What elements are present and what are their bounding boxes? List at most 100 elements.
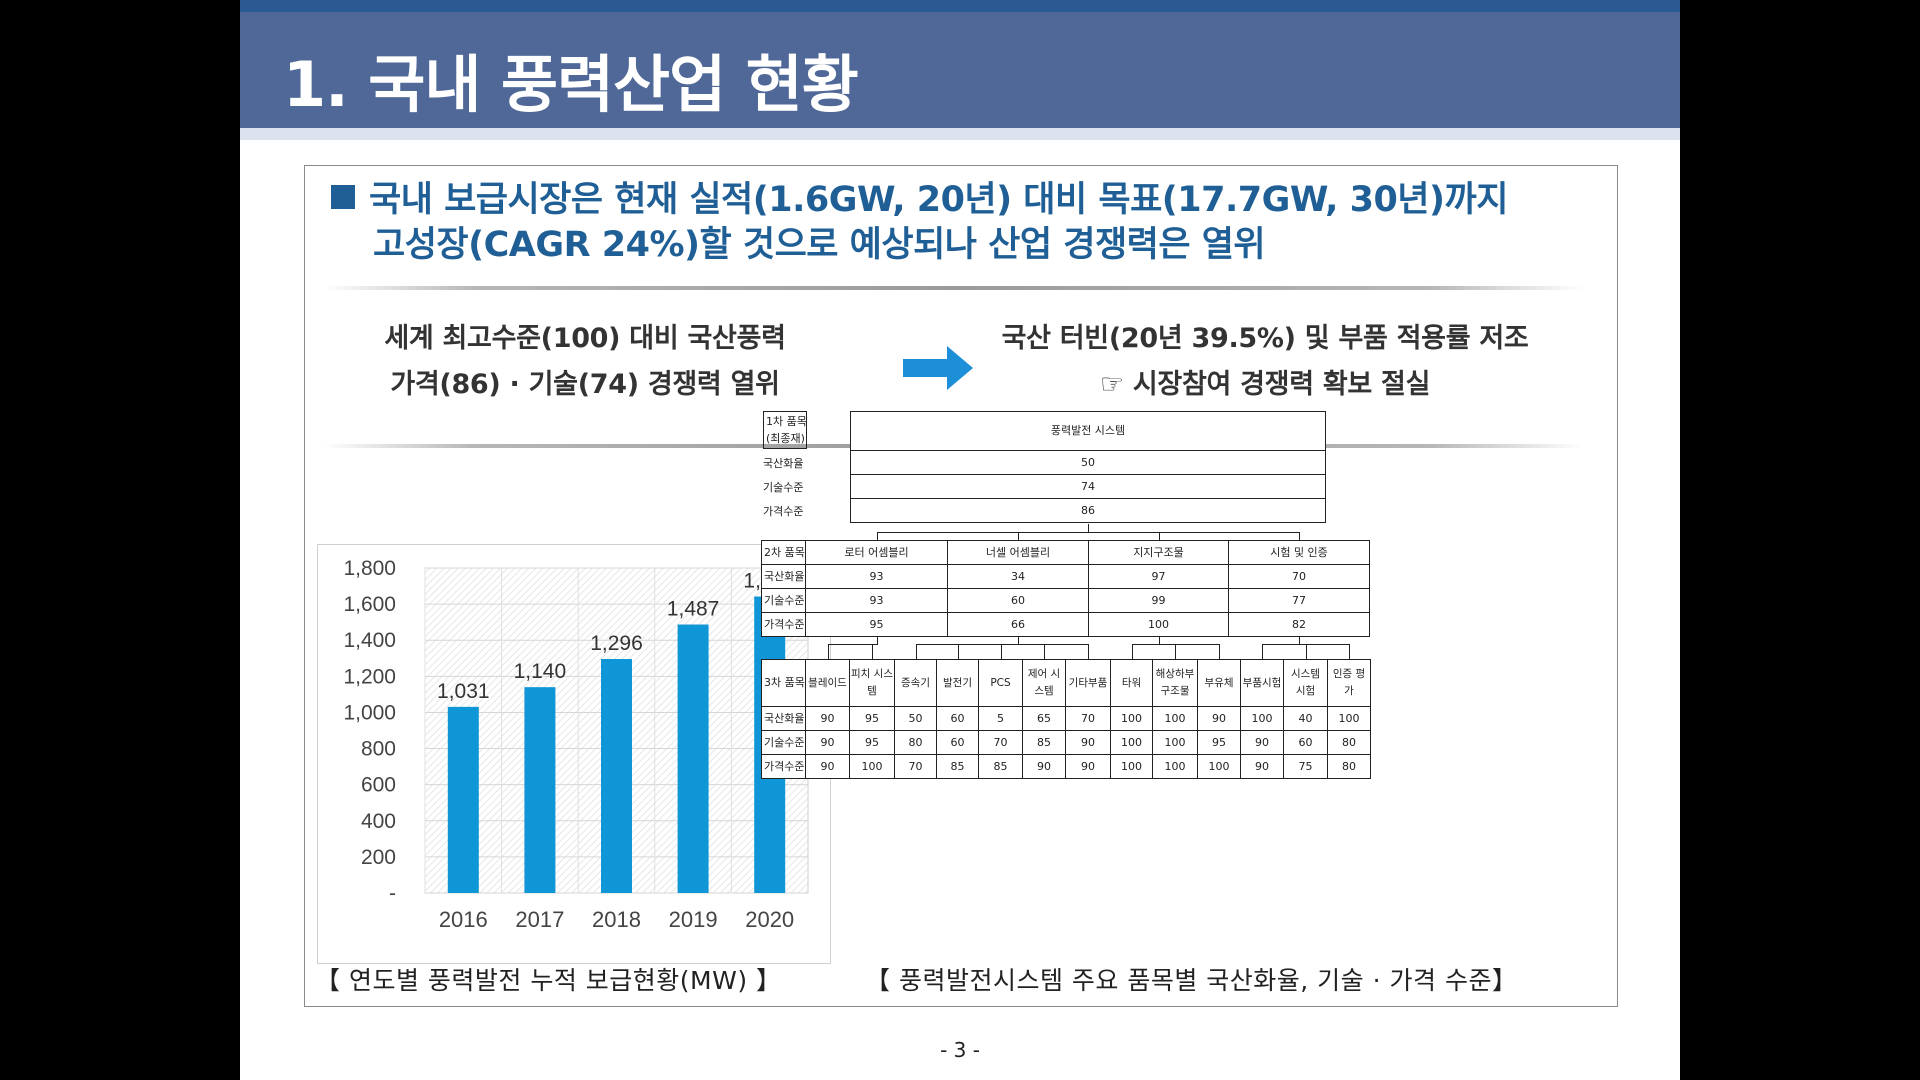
connector-line bbox=[1000, 644, 1002, 659]
connector-line bbox=[1131, 644, 1133, 659]
connector-line bbox=[1305, 644, 1307, 659]
level2-value: 95 bbox=[805, 612, 948, 637]
connector-line bbox=[1018, 532, 1019, 540]
level2-value: 34 bbox=[947, 564, 1089, 589]
level3-item-name: 시스템 시험 bbox=[1283, 659, 1328, 707]
level3-value: 70 bbox=[978, 730, 1023, 755]
level2-value: 100 bbox=[1088, 612, 1229, 637]
level1-value: 50 bbox=[850, 450, 1326, 475]
level3-item-name: 부품시험 bbox=[1240, 659, 1284, 707]
connector-line bbox=[915, 644, 917, 659]
data-label: 1,487 bbox=[667, 598, 720, 621]
level3-value: 90 bbox=[805, 754, 850, 779]
row-label: 기술수준 bbox=[763, 481, 804, 494]
table-caption: 【 풍력발전시스템 주요 품목별 국산화율, 기술 · 가격 수준】 bbox=[865, 966, 1518, 995]
connector-line bbox=[1088, 524, 1089, 532]
level3-value: 100 bbox=[1240, 706, 1284, 731]
level3-value: 75 bbox=[1283, 754, 1328, 779]
row-label: 가격수준 bbox=[761, 612, 806, 637]
level2-value: 82 bbox=[1228, 612, 1370, 637]
level3-value: 80 bbox=[1327, 730, 1371, 755]
square-bullet-icon bbox=[331, 185, 355, 209]
level3-item-name: 피치 시스템 bbox=[849, 659, 895, 707]
level3-value: 100 bbox=[1110, 730, 1153, 755]
level2-item-name: 지지구조물 bbox=[1088, 540, 1229, 565]
connector-line bbox=[957, 644, 959, 659]
level2-item-name: 시험 및 인증 bbox=[1228, 540, 1370, 565]
level3-item-name: 블레이드 bbox=[805, 659, 850, 707]
level3-value: 100 bbox=[1197, 754, 1241, 779]
connector-line bbox=[1044, 644, 1045, 659]
bar bbox=[677, 624, 709, 893]
right-arrow-icon bbox=[903, 346, 973, 390]
headline-line-1: 국내 보급시장은 현재 실적(1.6GW, 20년) 대비 목표(17.7GW,… bbox=[369, 180, 1508, 220]
level3-item-name: 타워 bbox=[1110, 659, 1153, 707]
title-underline bbox=[240, 128, 1680, 140]
level2-value: 99 bbox=[1088, 588, 1229, 613]
y-tick-label: 1,400 bbox=[343, 629, 396, 652]
level3-item-name: 해상하부 구조물 bbox=[1152, 659, 1198, 707]
y-tick-label: 1,000 bbox=[343, 701, 396, 724]
connector-line bbox=[915, 644, 1089, 645]
row-label: 가격수준 bbox=[761, 754, 806, 779]
right-summary-line-1: 국산 터빈(20년 39.5%) 및 부품 적용률 저조 bbox=[1001, 323, 1529, 354]
data-label: 1,031 bbox=[437, 680, 490, 703]
top-accent-bar bbox=[240, 0, 1680, 12]
level2-value: 66 bbox=[947, 612, 1089, 637]
x-tick-label: 2016 bbox=[439, 907, 488, 932]
level3-item-name: PCS bbox=[978, 659, 1023, 707]
level3-item-name: 증속기 bbox=[894, 659, 937, 707]
level3-label: 3차 품목 bbox=[761, 659, 806, 707]
connector-line bbox=[1299, 636, 1300, 644]
level1-value: 74 bbox=[850, 474, 1326, 499]
connector-line bbox=[876, 532, 878, 540]
y-tick-label: 800 bbox=[361, 738, 396, 761]
level3-value: 70 bbox=[1065, 706, 1111, 731]
level3-value: 90 bbox=[1065, 754, 1111, 779]
level3-value: 40 bbox=[1283, 706, 1328, 731]
row-label: 국산화율 bbox=[763, 457, 804, 470]
left-summary-line-1: 세계 최고수준(100) 대비 국산풍력 bbox=[384, 323, 786, 354]
content-box: 국내 보급시장은 현재 실적(1.6GW, 20년) 대비 목표(17.7GW,… bbox=[304, 165, 1618, 1007]
level3-value: 5 bbox=[978, 706, 1023, 731]
page-number: - 3 - bbox=[940, 1038, 980, 1062]
level3-value: 90 bbox=[1240, 730, 1284, 755]
headline: 국내 보급시장은 현재 실적(1.6GW, 20년) 대비 목표(17.7GW,… bbox=[331, 178, 1601, 268]
level3-value: 100 bbox=[1152, 730, 1198, 755]
right-summary: 국산 터빈(20년 39.5%) 및 부품 적용률 저조 ☞ 시장참여 경쟁력 … bbox=[945, 316, 1585, 408]
connector-line bbox=[827, 644, 878, 645]
y-tick-label: 200 bbox=[361, 846, 396, 869]
connector-line bbox=[1349, 644, 1350, 659]
x-tick-label: 2018 bbox=[592, 907, 641, 932]
level2-item-name: 로터 어셈블리 bbox=[805, 540, 948, 565]
divider-top bbox=[323, 286, 1583, 290]
level3-value: 90 bbox=[1022, 754, 1066, 779]
connector-line bbox=[1088, 644, 1089, 659]
level3-item-name: 기타부품 bbox=[1065, 659, 1111, 707]
bar bbox=[601, 659, 632, 893]
title-bar: 1. 국내 풍력산업 현황 bbox=[240, 12, 1680, 128]
level1-label-line-1: 1차 품목 bbox=[766, 415, 807, 428]
connector-line bbox=[827, 644, 829, 659]
level3-value: 60 bbox=[936, 730, 979, 755]
level3-value: 100 bbox=[1110, 754, 1153, 779]
level3-value: 90 bbox=[1197, 706, 1241, 731]
y-tick-label: 1,200 bbox=[343, 665, 396, 688]
level3-value: 70 bbox=[894, 754, 937, 779]
level3-value: 100 bbox=[1110, 706, 1153, 731]
level1-value: 86 bbox=[850, 498, 1326, 523]
level1-label-line-2: (최종재) bbox=[766, 432, 805, 445]
level2-item-name: 너셀 어셈블리 bbox=[947, 540, 1089, 565]
level1-item-name: 풍력발전 시스템 bbox=[850, 411, 1326, 451]
level3-value: 90 bbox=[805, 706, 850, 731]
row-label: 국산화율 bbox=[761, 706, 806, 731]
level3-item-name: 부유체 bbox=[1197, 659, 1241, 707]
connector-line bbox=[872, 644, 873, 659]
y-tick-label: 400 bbox=[361, 810, 396, 833]
level3-item-name: 인증 평가 bbox=[1327, 659, 1371, 707]
level2-value: 60 bbox=[947, 588, 1089, 613]
x-tick-label: 2019 bbox=[669, 907, 718, 932]
level2-value: 70 bbox=[1228, 564, 1370, 589]
level3-value: 85 bbox=[936, 754, 979, 779]
level3-value: 95 bbox=[1197, 730, 1241, 755]
